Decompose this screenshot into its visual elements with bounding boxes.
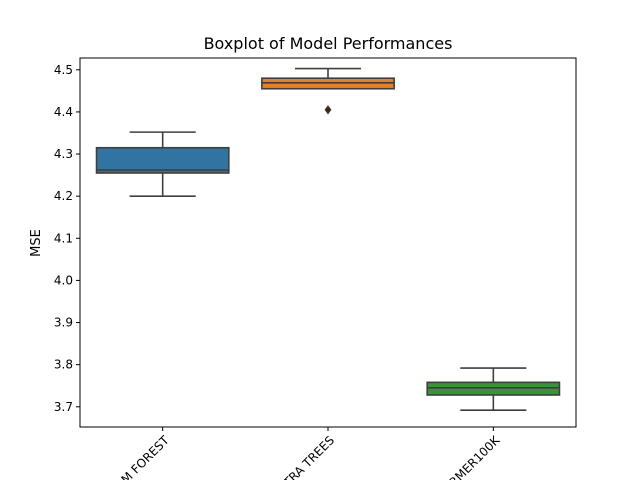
box-iqr: [95, 146, 230, 174]
box-group: [95, 131, 230, 197]
y-tick-label: 4.3: [54, 147, 73, 161]
x-axis: RANDOM FOREST EXTRA TREES TRANSFORMER100K: [88, 427, 503, 480]
plot-frame: [79, 57, 577, 428]
y-axis-label: MSE: [29, 229, 44, 257]
y-tick-label: 4.1: [54, 231, 73, 245]
y-axis: 3.7 3.8 3.9 4.0 4.1 4.2 4.3 4.4 4.5: [54, 63, 80, 414]
y-tick-label: 4.2: [54, 189, 73, 203]
box-group: [261, 67, 395, 115]
y-tick-label: 3.7: [54, 400, 73, 414]
x-tick-label: EXTRA TREES: [270, 433, 337, 480]
box-group: [426, 367, 561, 411]
outlier-point: [324, 105, 332, 115]
y-tick-label: 3.8: [54, 358, 73, 372]
x-tick-label: TRANSFORMER100K: [406, 432, 503, 480]
y-tick-label: 4.4: [54, 105, 73, 119]
boxes-group: [95, 67, 561, 411]
y-tick-label: 3.9: [54, 316, 73, 330]
box-iqr: [426, 381, 561, 396]
chart-title: Boxplot of Model Performances: [204, 34, 453, 53]
y-tick-label: 4.5: [54, 63, 73, 77]
y-tick-label: 4.0: [54, 273, 73, 287]
x-tick-label: RANDOM FOREST: [88, 433, 173, 480]
